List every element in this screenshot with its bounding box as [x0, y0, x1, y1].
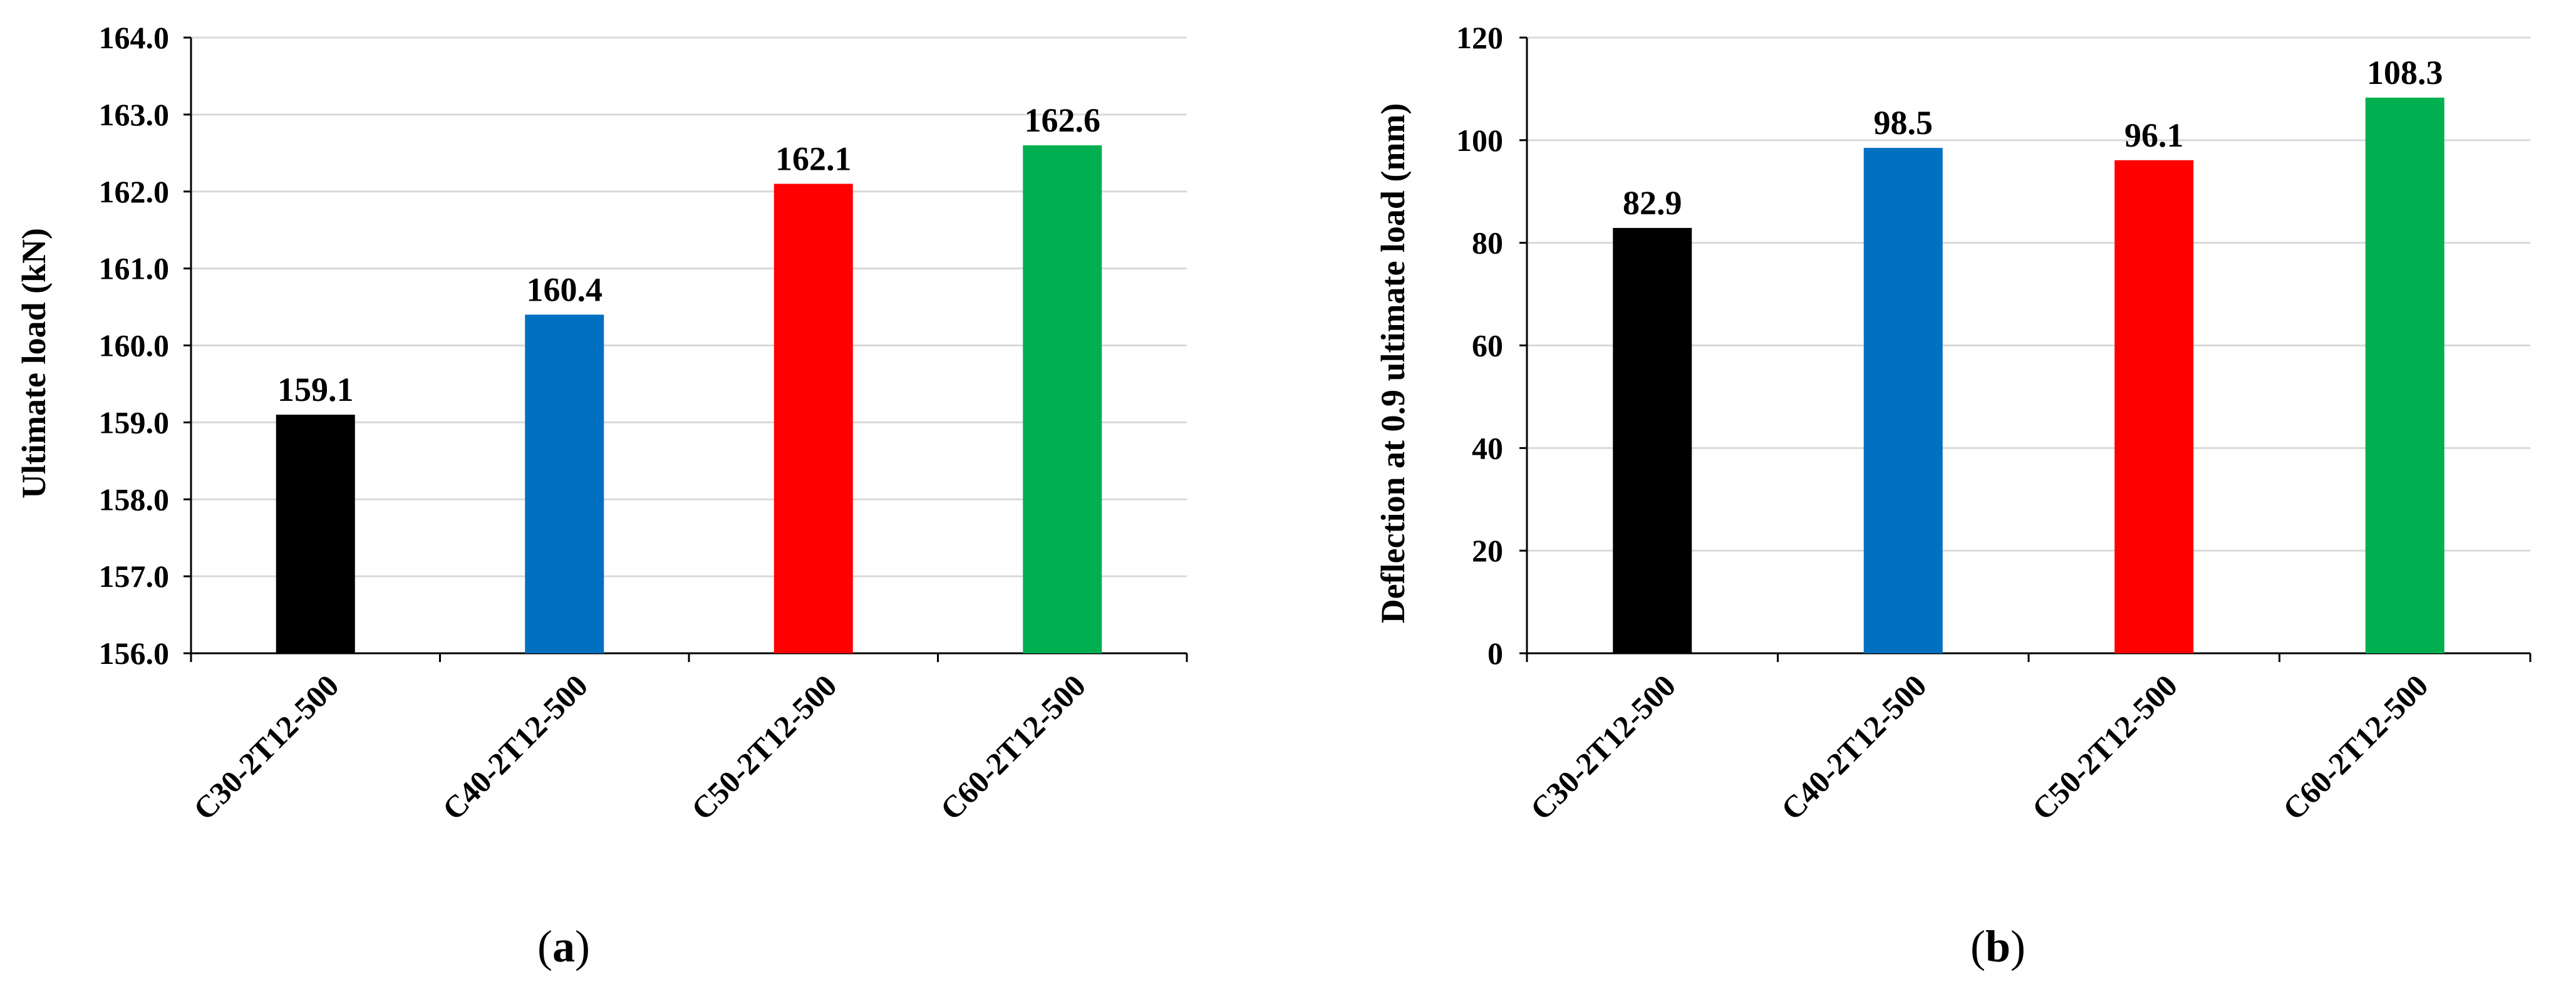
data-label-a-3: 162.1 — [775, 140, 852, 177]
x-tick-label-b-1: C30-2T12-500 — [1523, 668, 1682, 827]
y-tick-label-b: 40 — [1472, 430, 1503, 465]
bar-a-3 — [773, 184, 853, 653]
y-tick-label-a: 157.0 — [99, 559, 170, 594]
data-label-a-1: 159.1 — [277, 371, 354, 408]
x-tick-label-b-4: C60-2T12-500 — [2276, 668, 2435, 827]
x-tick-label-a-1: C30-2T12-500 — [187, 668, 346, 827]
y-tick-label-a: 163.0 — [99, 97, 170, 132]
bar-a-2 — [525, 314, 604, 654]
caption-a: (a) — [537, 921, 590, 971]
y-tick-label-a: 159.0 — [99, 405, 170, 440]
bar-b-1 — [1613, 227, 1692, 653]
data-label-b-1: 82.9 — [1623, 184, 1682, 222]
caption-b: (b) — [1970, 921, 2025, 971]
x-tick-label-a-4: C60-2T12-500 — [933, 668, 1092, 827]
chart-a: Ultimate load (kN) (a) 156.0 157.0 158.0 15… — [15, 20, 1188, 971]
caption-letter-a: a — [552, 921, 575, 971]
x-tick-label-a-3: C50-2T12-500 — [685, 668, 844, 827]
y-tick-label-b: 20 — [1472, 533, 1503, 568]
bar-a-1 — [276, 415, 355, 653]
y-tick-label-a: 164.0 — [99, 20, 170, 55]
y-tick-label-b: 80 — [1472, 225, 1503, 261]
y-tick-label-b: 0 — [1487, 636, 1503, 671]
y-tick-label-a: 158.0 — [99, 482, 170, 517]
y-tick-label-a: 156.0 — [99, 636, 170, 671]
y-tick-label-a: 162.0 — [99, 174, 170, 209]
data-label-b-4: 108.3 — [2367, 54, 2443, 91]
chart-b: Deflection at 0.9 ultimate load (mm) (b)… — [1374, 20, 2532, 971]
x-tick-label-b-3: C50-2T12-500 — [2025, 668, 2184, 827]
y-tick-label-a: 161.0 — [99, 251, 170, 286]
y-axis-label-a: Ultimate load (kN) — [15, 228, 53, 499]
data-label-b-2: 98.5 — [1874, 104, 1933, 142]
bar-a-4 — [1023, 145, 1102, 653]
y-tick-label-a: 160.0 — [99, 328, 170, 363]
bar-b-2 — [1863, 148, 1943, 653]
y-axis-label-b: Deflection at 0.9 ultimate load (mm) — [1374, 103, 1412, 624]
x-tick-label-b-2: C40-2T12-500 — [1774, 668, 1933, 827]
y-tick-label-b: 120 — [1456, 20, 1503, 55]
bar-b-4 — [2365, 97, 2444, 653]
y-tick-label-b: 100 — [1456, 123, 1503, 158]
data-label-a-4: 162.6 — [1025, 101, 1101, 139]
caption-letter-b: b — [1985, 921, 2010, 971]
x-tick-label-a-2: C40-2T12-500 — [435, 668, 594, 827]
data-label-b-3: 96.1 — [2124, 117, 2184, 154]
data-label-a-2: 160.4 — [527, 271, 603, 308]
y-tick-label-b: 60 — [1472, 328, 1503, 363]
bar-b-3 — [2114, 160, 2194, 654]
